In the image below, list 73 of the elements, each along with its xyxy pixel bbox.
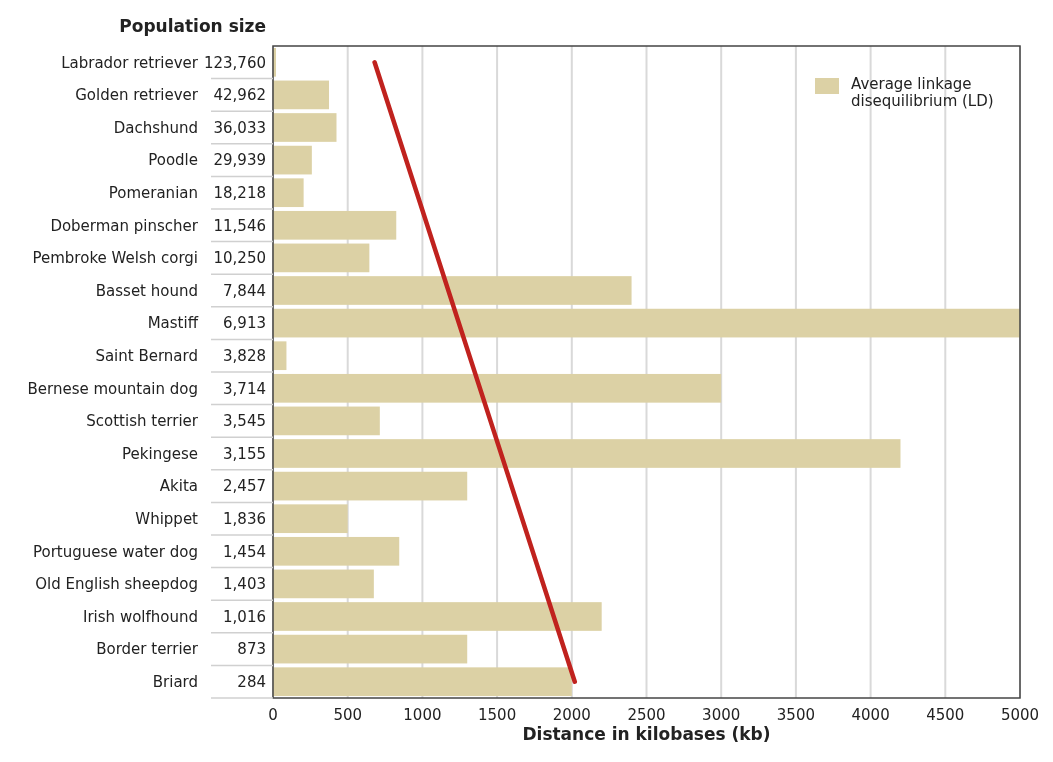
bar (273, 634, 468, 664)
y2-tick-label: 3,828 (223, 346, 266, 365)
x-tick-label: 1500 (478, 706, 517, 724)
y2-tick-label: 3,714 (223, 379, 266, 398)
y2-tick-label: 284 (237, 672, 266, 691)
y-tick-label: Mastiff (147, 314, 199, 333)
y-tick-label: Border terrier (96, 640, 199, 659)
bar (273, 145, 312, 175)
bar (273, 569, 374, 599)
y-tick-label: Old English sheepdog (35, 575, 198, 594)
bar (273, 667, 572, 697)
x-tick-label: 4500 (926, 706, 965, 724)
y-tick-label: Doberman pinscher (50, 216, 199, 235)
x-tick-label: 2500 (627, 706, 666, 724)
y-tick-label: Pekingese (122, 444, 198, 463)
y-tick-label: Scottish terrier (86, 412, 199, 431)
y2-tick-label: 1,403 (223, 575, 266, 594)
y2-tick-label: 6,913 (223, 314, 266, 333)
y2-tick-label: 11,546 (213, 216, 266, 235)
y2-tick-label: 123,760 (203, 53, 266, 72)
y2-tick-label: 42,962 (213, 86, 266, 105)
y-tick-label: Portuguese water dog (32, 542, 198, 561)
bar (273, 276, 632, 305)
y-tick-label: Basset hound (95, 281, 198, 300)
x-tick-label: 3500 (776, 706, 815, 724)
y-tick-label: Dachshund (113, 118, 198, 137)
y-tick-label: Golden retriever (75, 86, 199, 105)
bar (273, 602, 602, 631)
bar (273, 406, 380, 436)
y2-tick-label: 3,545 (223, 412, 266, 431)
y-tick-label: Pomeranian (108, 183, 198, 202)
y-tick-label: Labrador retriever (61, 53, 199, 72)
bar (273, 178, 304, 208)
y2-tick-label: 2,457 (223, 477, 266, 496)
x-tick-label: 2000 (552, 706, 591, 724)
x-tick-label: 5000 (1000, 706, 1040, 724)
x-tick-label: 1000 (403, 706, 442, 724)
x-tick-label: 0 (268, 706, 278, 724)
bar (273, 471, 468, 501)
y2-tick-label: 1,836 (223, 509, 266, 528)
bar (273, 439, 901, 468)
y-tick-label: Briard (152, 672, 198, 691)
bar (273, 504, 348, 534)
y2-tick-label: 29,939 (213, 151, 266, 170)
x-tick-label: 3000 (702, 706, 741, 724)
bar (273, 373, 722, 403)
y2-tick-label: 36,033 (213, 118, 266, 137)
bar (273, 308, 1020, 338)
y-axis-title: Population size (119, 16, 266, 36)
y2-tick-label: 18,218 (213, 183, 266, 202)
y-tick-label: Whippet (135, 509, 199, 528)
x-tick-label: 500 (333, 706, 363, 724)
y-tick-label: Irish wolfhound (83, 607, 198, 626)
y-tick-label: Akita (159, 477, 198, 496)
bar (273, 113, 337, 142)
bar (273, 80, 330, 110)
y-tick-label: Pembroke Welsh corgi (32, 249, 198, 268)
bar (273, 210, 397, 240)
x-tick-label: 4000 (851, 706, 890, 724)
x-axis-title: Distance in kilobases (kb) (522, 724, 771, 744)
y2-tick-label: 7,844 (223, 281, 266, 300)
y2-tick-label: 873 (237, 640, 266, 659)
y2-tick-label: 10,250 (213, 249, 266, 268)
y-tick-label: Poodle (148, 151, 198, 170)
y-tick-label: Bernese mountain dog (27, 379, 198, 398)
bar (273, 536, 400, 566)
y2-tick-label: 1,016 (223, 607, 266, 626)
y2-tick-label: 1,454 (223, 542, 266, 561)
legend-label: Average linkage disequilibrium (LD) (851, 75, 994, 110)
bar (273, 341, 287, 371)
y2-tick-label: 3,155 (223, 444, 266, 463)
y-tick-label: Saint Bernard (95, 346, 198, 365)
bar (273, 243, 370, 273)
